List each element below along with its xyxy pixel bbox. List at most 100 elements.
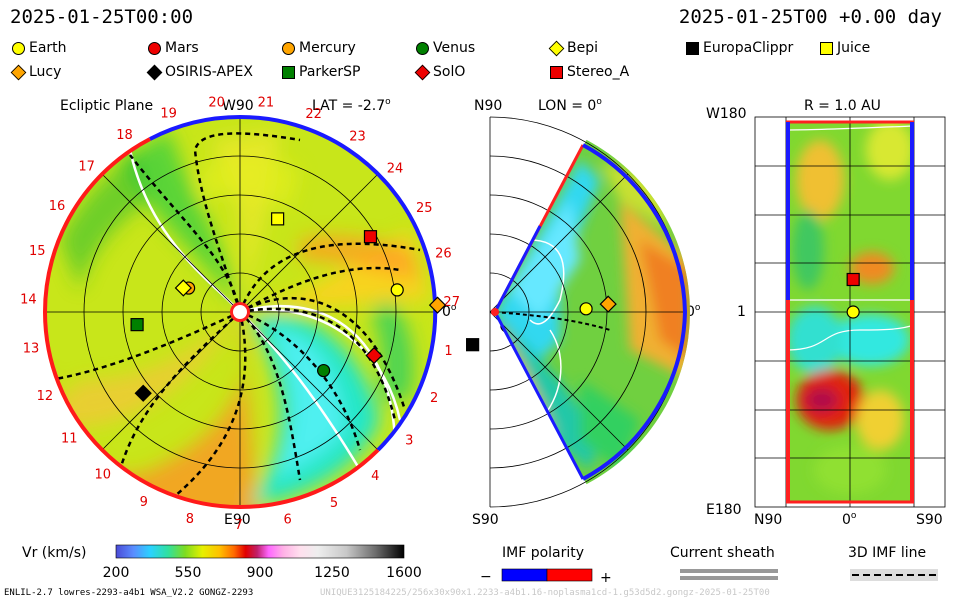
carrington-label: 6: [284, 513, 292, 528]
body-marker-lucy: [428, 296, 447, 314]
meridional-bodies: [579, 295, 617, 316]
legend-item-solo: SolO: [414, 64, 466, 80]
legend-marker: [12, 41, 25, 55]
imf-label: IMF polarity: [502, 545, 584, 561]
legend-label: Stereo_A: [567, 64, 630, 80]
radial-bottom-left: E180: [706, 502, 742, 518]
timestamp-left: 2025-01-25T00:00: [10, 6, 194, 28]
legend-item-osiris-apex: OSIRIS-APEX: [146, 64, 253, 80]
carrington-label: 2: [430, 391, 438, 406]
legend-item-stereo-a: Stereo_A: [550, 64, 629, 80]
legend-label: EuropaClippr: [703, 40, 794, 56]
timestamp-right: 2025-01-25T00 +0.00 day: [678, 6, 942, 28]
body-marker-parkersp: [130, 318, 144, 332]
legend-label: SolO: [433, 64, 466, 80]
meridional-top-label: N90: [474, 98, 502, 114]
legend-item-bepi: Bepi: [548, 40, 598, 56]
body-marker-stereo-a: [846, 272, 860, 287]
ecliptic-heatmap: [45, 117, 435, 507]
carrington-label: 15: [29, 244, 46, 259]
imf-line-legend: 3D IMF line: [848, 545, 938, 581]
radial-mid-left: 1: [737, 304, 746, 320]
legend-label: ParkerSP: [299, 64, 361, 80]
legend-item-europaclippr: EuropaClippr: [686, 40, 793, 56]
meridional-right-label: 0o: [686, 303, 701, 320]
legend-marker: [686, 41, 699, 55]
imfline-label: 3D IMF line: [848, 545, 926, 561]
ecliptic-right-label: 0o: [442, 303, 457, 320]
colorbar-tick: 550: [175, 565, 202, 581]
radial-x-mid: 0o: [842, 511, 857, 528]
carrington-label: 19: [160, 106, 177, 121]
meridional-title: LON = 0o: [538, 97, 602, 114]
body-marker-lucy: [599, 295, 617, 313]
radial-bodies: [846, 272, 860, 319]
meridional-panel: N90 LON = 0o S90 0o: [472, 97, 701, 528]
body-marker-earth: [846, 305, 860, 319]
body-marker-earth: [390, 283, 404, 297]
legend-item-mercury: Mercury: [282, 40, 356, 56]
carrington-label: 10: [95, 468, 112, 483]
legend-marker: [148, 41, 161, 55]
carrington-label: 13: [23, 342, 40, 357]
body-marker-earth: [579, 302, 593, 316]
carrington-label: 8: [186, 512, 194, 527]
carrington-label: 12: [37, 389, 54, 404]
body-marker-osiris-apex: [134, 384, 152, 402]
legend-marker: [282, 65, 295, 79]
legend-label: Lucy: [29, 64, 62, 80]
carrington-label: 25: [416, 201, 433, 216]
imf-plus: +: [600, 570, 612, 586]
legend-item-earth: Earth: [12, 40, 67, 56]
legend-marker: [416, 41, 429, 55]
body-marker-venus: [317, 363, 331, 378]
legend-label: Mercury: [299, 40, 356, 56]
footer-info: ENLIL-2.7 lowres-2293-a4b1 WSA_V2.2 GONG…: [4, 588, 254, 598]
legend-label: Venus: [433, 40, 476, 56]
ecliptic-lat: LAT = -2.7o: [312, 97, 391, 114]
legend-label: Bepi: [567, 40, 598, 56]
carrington-label: 14: [20, 292, 37, 307]
legend-marker: [282, 41, 295, 55]
colorbar-tick: 900: [247, 565, 274, 581]
colorbar: Vr (km/s) 200 550 900 1250 1600: [22, 544, 422, 581]
carrington-label: 16: [49, 199, 66, 214]
imf-minus: −: [480, 569, 492, 585]
legend-label: Earth: [29, 40, 67, 56]
carrington-label: 22: [305, 107, 322, 122]
carrington-label: 5: [330, 496, 338, 511]
body-marker-stereo-a: [363, 230, 378, 244]
legend-item-lucy: Lucy: [10, 64, 62, 80]
body-marker-solo: [365, 346, 383, 365]
ecliptic-bottom-label: E90: [224, 512, 251, 528]
ecliptic-title: Ecliptic Plane: [60, 98, 153, 114]
radial-x-left: N90: [754, 512, 782, 528]
radial-top-left: W180: [706, 106, 747, 122]
legend-marker: [550, 65, 563, 79]
carrington-label: 9: [140, 495, 148, 510]
carrington-label: 17: [78, 160, 95, 175]
current-sheath-legend: Current sheath: [670, 545, 778, 580]
sheath-label: Current sheath: [670, 545, 775, 561]
carrington-label: 27: [443, 295, 460, 310]
carrington-label: 3: [405, 434, 413, 449]
carrington-label: 7: [235, 518, 243, 533]
carrington-label: 21: [258, 96, 275, 111]
radial-panel: R = 1.0 AU W180 1 E180 N90 0o S90: [706, 98, 946, 528]
radial-title: R = 1.0 AU: [804, 98, 881, 114]
carrington-label: 1: [444, 344, 452, 359]
legend-label: Juice: [837, 40, 871, 56]
carrington-label: 18: [116, 128, 133, 143]
footer-id: UNIQUE3125184225/256x30x90x1.2233-a4b1.1…: [320, 588, 770, 598]
radial-x-right: S90: [916, 512, 943, 528]
colorbar-label: Vr (km/s): [22, 545, 86, 561]
carrington-label: 20: [208, 95, 225, 110]
colorbar-tick: 1250: [314, 565, 350, 581]
carrington-label: 11: [61, 432, 78, 447]
body-marker-europaclippr: [466, 338, 480, 352]
legend-item-parkersp: ParkerSP: [282, 64, 360, 80]
legend-marker: [820, 41, 833, 55]
carrington-label: 24: [387, 161, 404, 176]
meridional-bottom-label: S90: [472, 512, 499, 528]
